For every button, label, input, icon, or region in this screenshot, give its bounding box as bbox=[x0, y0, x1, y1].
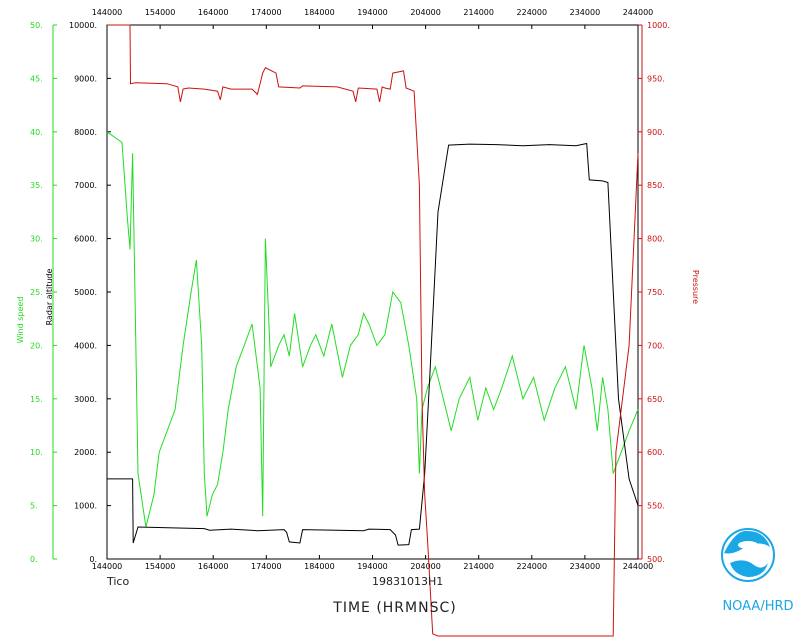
time-tick-label: 164000 bbox=[198, 562, 229, 571]
wind-tick-label: 35. bbox=[30, 181, 43, 190]
time-tick-label: 194000 bbox=[357, 562, 388, 571]
altitude-tick-label: 2000. bbox=[74, 448, 97, 457]
wind-tick-label: 0. bbox=[30, 555, 38, 564]
wind-tick-label: 5. bbox=[30, 502, 38, 511]
time-tick-label-top: 224000 bbox=[517, 8, 548, 17]
wind-tick-label: 25. bbox=[30, 288, 43, 297]
time-tick-label: 184000 bbox=[304, 562, 335, 571]
altitude-tick-label: 6000. bbox=[74, 235, 97, 244]
time-tick-label-top: 144000 bbox=[92, 8, 123, 17]
pressure-tick-label: 600. bbox=[647, 448, 665, 457]
altitude-tick-label: 3000. bbox=[74, 395, 97, 404]
aircraft-label: Tico bbox=[106, 575, 129, 588]
altitude-axis: 0. 1000. 2000. 3000. 4000. 5000. 6000. 7000. 800… bbox=[69, 21, 111, 564]
pressure-tick-label: 550. bbox=[647, 502, 665, 511]
time-tick-label-top: 234000 bbox=[570, 8, 601, 17]
altitude-tick-label: 8000. bbox=[74, 128, 97, 137]
time-tick-label: 144000 bbox=[92, 562, 123, 571]
time-tick-label: 154000 bbox=[145, 562, 176, 571]
time-tick-label: 204000 bbox=[410, 562, 441, 571]
pressure-tick-label: 1000. bbox=[647, 21, 670, 30]
time-tick-label: 174000 bbox=[251, 562, 282, 571]
altitude-tick-label: 5000. bbox=[74, 288, 97, 297]
wind-tick-label: 50. bbox=[30, 21, 43, 30]
altitude-axis-title: Radar altitude bbox=[45, 269, 54, 326]
pressure-tick-label: 650. bbox=[647, 395, 665, 404]
time-tick-label-top: 204000 bbox=[410, 8, 441, 17]
flight-id-label: 19831013H1 bbox=[372, 575, 443, 588]
series-radar-altitude bbox=[107, 142, 639, 546]
pressure-tick-label: 900. bbox=[647, 128, 665, 137]
x-axis-title: TIME (HRMNSC) bbox=[332, 600, 456, 616]
credit-label: NOAA/HRD bbox=[722, 599, 793, 614]
plot-frame bbox=[106, 24, 639, 560]
pressure-tick-label: 800. bbox=[647, 235, 665, 244]
series-pressure bbox=[107, 24, 639, 637]
pressure-tick-label: 750. bbox=[647, 288, 665, 297]
altitude-tick-label: 7000. bbox=[74, 181, 97, 190]
time-tick-label-top: 194000 bbox=[357, 8, 388, 17]
wind-tick-label: 40. bbox=[30, 128, 43, 137]
time-tick-label-top: 184000 bbox=[304, 8, 335, 17]
wind-tick-label: 30. bbox=[30, 235, 43, 244]
wind-tick-label: 45. bbox=[30, 74, 43, 83]
pressure-tick-label: 850. bbox=[647, 181, 665, 190]
time-tick-label-top: 174000 bbox=[251, 8, 282, 17]
wind-tick-label: 10. bbox=[30, 448, 43, 457]
series-wind-speed bbox=[106, 131, 639, 528]
time-axis-top: 144000 154000 164000 174000 184000 194000 2040… bbox=[92, 8, 654, 29]
pressure-tick-label: 950. bbox=[647, 74, 665, 83]
time-tick-label: 244000 bbox=[623, 562, 654, 571]
altitude-tick-label: 10000. bbox=[69, 21, 97, 30]
time-tick-label-top: 244000 bbox=[623, 8, 654, 17]
wind-axis-title: Wind speed bbox=[16, 297, 25, 344]
time-tick-label: 214000 bbox=[463, 562, 494, 571]
time-tick-label: 234000 bbox=[570, 562, 601, 571]
time-tick-label-top: 154000 bbox=[145, 8, 176, 17]
altitude-tick-label: 9000. bbox=[74, 74, 97, 83]
time-tick-label: 224000 bbox=[517, 562, 548, 571]
pressure-axis: 500. 550. 600. 650. 700. 750. 800. 850. 900. 950.… bbox=[638, 21, 670, 564]
pressure-axis-title: Pressure bbox=[691, 270, 700, 304]
wind-tick-label: 20. bbox=[30, 341, 43, 350]
pressure-tick-label: 700. bbox=[647, 341, 665, 350]
noaa-logo bbox=[721, 528, 775, 582]
time-tick-label-top: 164000 bbox=[198, 8, 229, 17]
time-axis-bottom: 144000 154000 164000 174000 184000 194000 2040… bbox=[92, 555, 654, 571]
altitude-tick-label: 0. bbox=[89, 555, 97, 564]
altitude-tick-label: 4000. bbox=[74, 341, 97, 350]
wind-axis: 0. 5. 10. 15. 20. 25. 30. 35. 40. 45. 50. bbox=[30, 21, 57, 564]
pressure-tick-label: 500. bbox=[647, 555, 665, 564]
altitude-tick-label: 1000. bbox=[74, 502, 97, 511]
wind-tick-label: 15. bbox=[30, 395, 43, 404]
time-tick-label-top: 214000 bbox=[463, 8, 494, 17]
